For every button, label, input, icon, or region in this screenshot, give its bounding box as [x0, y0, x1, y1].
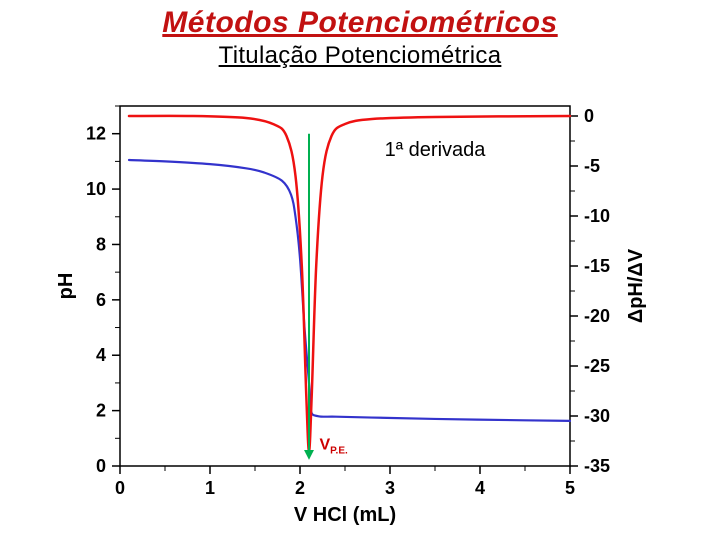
svg-text:10: 10	[86, 179, 106, 199]
svg-text:pH: pH	[55, 273, 77, 300]
svg-text:-35: -35	[584, 456, 610, 476]
svg-text:0: 0	[115, 478, 125, 498]
svg-text:-10: -10	[584, 206, 610, 226]
svg-text:0: 0	[96, 456, 106, 476]
svg-text:4: 4	[96, 345, 106, 365]
svg-text:5: 5	[565, 478, 575, 498]
svg-text:1ª derivada: 1ª derivada	[385, 139, 487, 161]
svg-text:12: 12	[86, 124, 106, 144]
svg-text:8: 8	[96, 234, 106, 254]
svg-text:-30: -30	[584, 406, 610, 426]
svg-text:2: 2	[96, 401, 106, 421]
svg-text:6: 6	[96, 290, 106, 310]
svg-text:3: 3	[385, 478, 395, 498]
chart-svg: 012345024681012-35-30-25-20-15-10-50V HC…	[50, 96, 670, 536]
svg-text:-20: -20	[584, 306, 610, 326]
page-title: Métodos Potenciométricos	[0, 6, 720, 40]
svg-text:1: 1	[205, 478, 215, 498]
svg-text:-25: -25	[584, 356, 610, 376]
svg-text:-15: -15	[584, 256, 610, 276]
page-subtitle: Titulação Potenciométrica	[0, 42, 720, 70]
svg-text:0: 0	[584, 106, 594, 126]
titration-chart: 012345024681012-35-30-25-20-15-10-50V HC…	[50, 96, 670, 536]
svg-text:ΔpH/ΔV: ΔpH/ΔV	[625, 248, 647, 323]
svg-text:-5: -5	[584, 156, 600, 176]
svg-text:V HCl (mL): V HCl (mL)	[294, 504, 396, 526]
svg-text:4: 4	[475, 478, 485, 498]
svg-text:2: 2	[295, 478, 305, 498]
